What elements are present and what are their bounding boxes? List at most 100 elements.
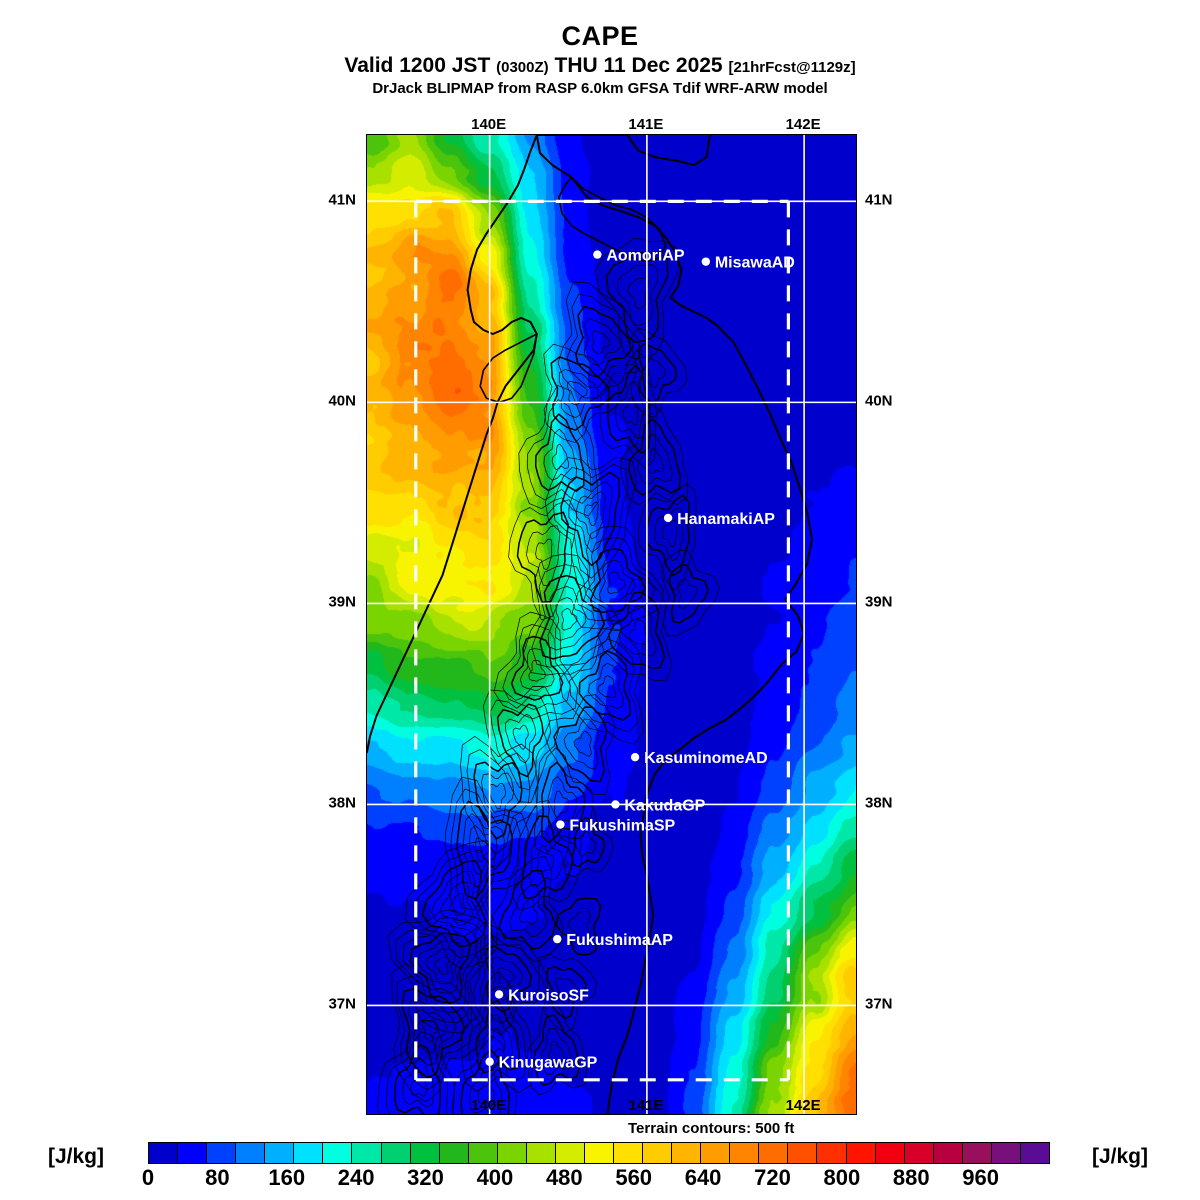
colorbar-tick: 560 bbox=[615, 1165, 653, 1190]
terrain-contour bbox=[460, 736, 539, 870]
terrain-contour bbox=[578, 650, 631, 721]
terrain-contour bbox=[526, 525, 561, 587]
page-title: CAPE bbox=[561, 21, 639, 51]
terrain-contour bbox=[637, 483, 697, 591]
terrain-contour bbox=[628, 418, 681, 496]
terrain-contour bbox=[421, 1019, 439, 1042]
terrain-contour bbox=[518, 385, 599, 517]
terrain-contour bbox=[618, 605, 657, 657]
terrain-contour bbox=[512, 724, 529, 750]
colorbar-swatch bbox=[352, 1143, 382, 1163]
terrain-contour bbox=[589, 548, 646, 614]
terrain-contour bbox=[661, 550, 720, 637]
lat-label-right-41N: 41N bbox=[865, 191, 893, 209]
terrain-contour bbox=[606, 364, 651, 455]
colorbar-tick: 400 bbox=[476, 1165, 514, 1190]
colorbar[interactable] bbox=[148, 1142, 1050, 1164]
station-label: FukushimaSP bbox=[569, 818, 675, 835]
terrain-contour bbox=[456, 800, 513, 900]
terrain-contour bbox=[599, 559, 636, 604]
terrain-contour bbox=[560, 471, 621, 567]
lat-label-left-37N: 37N bbox=[328, 995, 356, 1013]
colorbar-tick: 720 bbox=[754, 1165, 791, 1190]
colorbar-swatch bbox=[643, 1143, 673, 1163]
terrain-contour bbox=[477, 1078, 495, 1106]
colorbar-swatch bbox=[381, 1143, 411, 1163]
terrain-contour bbox=[394, 1043, 442, 1114]
station-label: KuroisoSF bbox=[508, 987, 589, 1004]
terrain-contour bbox=[410, 1071, 427, 1097]
terrain-contour bbox=[654, 506, 684, 562]
coastline-oga-peninsula bbox=[479, 333, 538, 404]
colorbar-tick-labels: 0 80 160 240 320 400 480 560 640 720 800 880 960 bbox=[0, 1165, 1200, 1195]
terrain-contour bbox=[534, 747, 594, 855]
terrain-contour bbox=[579, 830, 597, 857]
coastline-east bbox=[535, 135, 813, 1114]
terrain-contour bbox=[617, 264, 659, 326]
station-marker[interactable] bbox=[701, 257, 711, 266]
terrain-contour bbox=[543, 343, 621, 443]
terrain-contour bbox=[571, 816, 606, 868]
terrain-contour bbox=[567, 380, 588, 406]
colorbar-tick: 0 bbox=[141, 1165, 155, 1190]
lat-label-left-40N: 40N bbox=[328, 392, 356, 410]
lat-label-right-38N: 38N bbox=[865, 794, 893, 812]
colorbar-tick: 880 bbox=[892, 1165, 930, 1190]
terrain-contour bbox=[534, 413, 585, 492]
terrain-contour bbox=[509, 883, 548, 937]
colorbar-unit-right: [J/kg] bbox=[1092, 1145, 1149, 1168]
station-marker[interactable] bbox=[593, 250, 602, 259]
terrain-contour bbox=[491, 956, 524, 1001]
lat-label-left-41N: 41N bbox=[328, 191, 356, 209]
station-marker[interactable] bbox=[556, 820, 565, 829]
station-marker[interactable] bbox=[630, 752, 640, 762]
terrain-contour bbox=[402, 925, 479, 1014]
title-block: CAPE Valid 1200 JST (0300Z) THU 11 Dec 2… bbox=[0, 22, 1200, 97]
station-marker[interactable] bbox=[553, 934, 562, 944]
terrain-contour bbox=[544, 694, 616, 796]
terrain-contour bbox=[543, 428, 577, 481]
cape-map[interactable]: AomoriAP MisawaAD HanamakiAP KasuminomeAD Ka… bbox=[366, 134, 857, 1115]
terrain-contour bbox=[450, 788, 521, 911]
terrain-contour bbox=[540, 761, 586, 844]
terrain-contour bbox=[566, 293, 643, 389]
terrain-contour bbox=[482, 686, 559, 803]
station-label: MisawaAD bbox=[715, 255, 795, 272]
terrain-contour bbox=[516, 511, 569, 604]
terrain-contour bbox=[395, 917, 486, 1024]
terrain-contour bbox=[597, 675, 616, 699]
terrain-contour bbox=[425, 948, 457, 984]
map-overlay: AomoriAP MisawaAD HanamakiAP KasuminomeAD Ka… bbox=[367, 135, 856, 1114]
colorbar-swatch bbox=[817, 1143, 847, 1163]
terrain-contour bbox=[431, 871, 481, 937]
station-marker[interactable] bbox=[485, 1057, 494, 1066]
colorbar-swatch bbox=[178, 1143, 208, 1163]
terrain-contour bbox=[554, 597, 587, 641]
colorbar-swatch bbox=[962, 1143, 992, 1163]
colorbar-swatch bbox=[672, 1143, 702, 1163]
terrain-contour bbox=[544, 456, 637, 591]
colorbar-swatch bbox=[439, 1143, 469, 1163]
terrain-contour bbox=[628, 619, 649, 645]
valid-utc: (0300Z) bbox=[496, 59, 549, 77]
lon-label-top-140E: 140E bbox=[471, 116, 507, 133]
colorbar-swatch bbox=[933, 1143, 963, 1163]
terrain-contour bbox=[559, 626, 645, 745]
terrain-contour bbox=[504, 713, 536, 764]
forecast-tag: [21hrFcst@1129z] bbox=[728, 59, 856, 77]
terrain-contour bbox=[555, 897, 602, 956]
station-marker[interactable] bbox=[663, 513, 673, 523]
terrain-contour bbox=[469, 1064, 502, 1114]
colorbar-swatch bbox=[323, 1143, 353, 1163]
lon-label-bottom-140E: 140E bbox=[471, 1097, 507, 1114]
terrain-contour bbox=[402, 1057, 434, 1108]
station-marker[interactable] bbox=[494, 990, 504, 999]
station-marker[interactable] bbox=[611, 800, 620, 809]
colorbar-swatch bbox=[468, 1143, 498, 1163]
colorbar-swatch bbox=[584, 1143, 614, 1163]
station-label: FukushimaAP bbox=[566, 932, 673, 949]
lat-label-right-40N: 40N bbox=[865, 392, 893, 410]
colorbar-tick: 320 bbox=[407, 1165, 444, 1190]
lat-label-left-38N: 38N bbox=[328, 794, 356, 812]
terrain-contour bbox=[539, 574, 606, 660]
